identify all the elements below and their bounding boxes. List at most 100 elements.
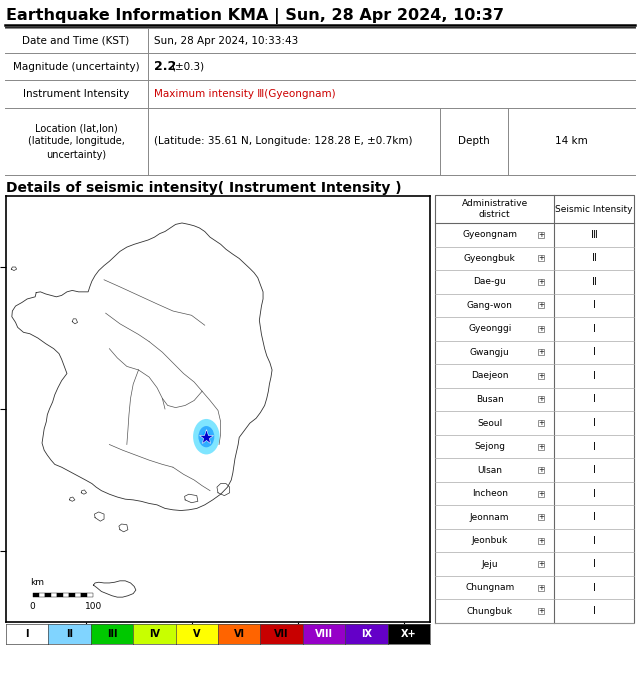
Text: +: + — [538, 443, 545, 449]
Text: +: + — [538, 490, 545, 496]
Text: Incheon: Incheon — [472, 489, 508, 498]
Text: 0: 0 — [29, 602, 35, 611]
Text: I: I — [593, 607, 596, 616]
Text: Seismic Intensity: Seismic Intensity — [556, 205, 633, 214]
Text: Date and Time (KST): Date and Time (KST) — [22, 35, 130, 46]
Text: I: I — [593, 301, 596, 310]
Text: Depth: Depth — [458, 137, 490, 146]
Polygon shape — [12, 267, 17, 271]
Text: I: I — [593, 465, 596, 475]
Text: (Latitude: 35.61 N, Longitude: 128.28 E, ±0.7km): (Latitude: 35.61 N, Longitude: 128.28 E,… — [154, 137, 413, 146]
Text: Dae-gu: Dae-gu — [474, 277, 506, 286]
Bar — [538, 538, 545, 543]
Text: +: + — [538, 467, 545, 473]
Bar — [538, 561, 545, 567]
Text: Daejeon: Daejeon — [471, 371, 508, 380]
Bar — [538, 396, 545, 403]
Text: Magnitude (uncertainty): Magnitude (uncertainty) — [13, 61, 140, 71]
Text: Earthquake Information KMA | Sun, 28 Apr 2024, 10:37: Earthquake Information KMA | Sun, 28 Apr… — [6, 8, 504, 24]
Text: Ⅲ: Ⅲ — [591, 230, 598, 240]
Text: VII: VII — [275, 629, 289, 639]
Text: Gwangju: Gwangju — [470, 348, 509, 357]
Text: X+: X+ — [401, 629, 417, 639]
Bar — [538, 608, 545, 614]
Polygon shape — [70, 497, 75, 501]
Polygon shape — [45, 593, 51, 597]
Text: +: + — [538, 396, 545, 403]
Polygon shape — [38, 593, 45, 597]
Bar — [538, 373, 545, 379]
Text: I: I — [593, 394, 596, 405]
Polygon shape — [75, 593, 81, 597]
Text: Ⅱ: Ⅱ — [592, 277, 596, 287]
Text: VI: VI — [234, 629, 244, 639]
Text: I: I — [593, 583, 596, 593]
Text: I: I — [593, 489, 596, 498]
Text: +: + — [538, 279, 545, 285]
Bar — [538, 514, 545, 520]
Text: Jeju: Jeju — [481, 560, 498, 568]
Text: +: + — [538, 420, 545, 426]
Text: I: I — [593, 536, 596, 545]
Circle shape — [198, 426, 214, 447]
Bar — [538, 350, 545, 356]
Polygon shape — [81, 490, 86, 494]
Polygon shape — [57, 593, 63, 597]
Text: 100: 100 — [85, 602, 102, 611]
Text: Administrative
district: Administrative district — [461, 199, 528, 219]
Bar — [538, 326, 545, 332]
Polygon shape — [184, 494, 198, 503]
Circle shape — [193, 419, 220, 454]
Text: Maximum intensity Ⅲ(Gyeongnam): Maximum intensity Ⅲ(Gyeongnam) — [154, 89, 335, 99]
Polygon shape — [63, 593, 69, 597]
Text: I: I — [26, 629, 29, 639]
Text: Sun, 28 Apr 2024, 10:33:43: Sun, 28 Apr 2024, 10:33:43 — [154, 35, 298, 46]
Text: Gang-won: Gang-won — [467, 301, 513, 310]
Text: IV: IV — [149, 629, 160, 639]
Text: Seoul: Seoul — [477, 418, 502, 428]
Text: +: + — [538, 350, 545, 356]
Text: I: I — [593, 418, 596, 428]
Bar — [538, 443, 545, 449]
Text: +: + — [538, 514, 545, 520]
Text: I: I — [593, 441, 596, 452]
Circle shape — [202, 431, 211, 443]
Polygon shape — [12, 223, 272, 511]
Bar — [538, 255, 545, 261]
Text: (±0.3): (±0.3) — [171, 61, 204, 71]
Bar — [538, 232, 545, 238]
Polygon shape — [119, 524, 128, 532]
Text: Details of seismic intensity( Instrument Intensity ): Details of seismic intensity( Instrument… — [6, 181, 402, 195]
Text: Sejong: Sejong — [474, 442, 505, 451]
Text: Busan: Busan — [476, 395, 504, 404]
Text: km: km — [30, 578, 44, 588]
Text: Gyeongbuk: Gyeongbuk — [464, 254, 516, 262]
Polygon shape — [81, 593, 87, 597]
Text: +: + — [538, 608, 545, 614]
Polygon shape — [33, 593, 38, 597]
Text: V: V — [193, 629, 200, 639]
Text: Jeonbuk: Jeonbuk — [472, 536, 508, 545]
Polygon shape — [217, 483, 230, 496]
Text: I: I — [593, 371, 596, 381]
Text: +: + — [538, 373, 545, 379]
Bar — [538, 467, 545, 473]
Polygon shape — [51, 593, 57, 597]
Text: 14 km: 14 km — [555, 137, 588, 146]
Text: +: + — [538, 255, 545, 261]
Text: +: + — [538, 561, 545, 567]
Text: +: + — [538, 326, 545, 332]
Text: Jeonnam: Jeonnam — [470, 513, 509, 522]
Text: I: I — [593, 559, 596, 569]
Polygon shape — [95, 512, 104, 521]
Bar — [538, 420, 545, 426]
Polygon shape — [93, 581, 136, 597]
Text: I: I — [593, 347, 596, 358]
Text: Chungbuk: Chungbuk — [467, 607, 513, 615]
Text: +: + — [538, 585, 545, 591]
Text: IX: IX — [361, 629, 372, 639]
Text: Ulsan: Ulsan — [477, 466, 502, 475]
Text: +: + — [538, 538, 545, 543]
Text: Instrument Intensity: Instrument Intensity — [23, 89, 129, 99]
Text: I: I — [593, 324, 596, 334]
